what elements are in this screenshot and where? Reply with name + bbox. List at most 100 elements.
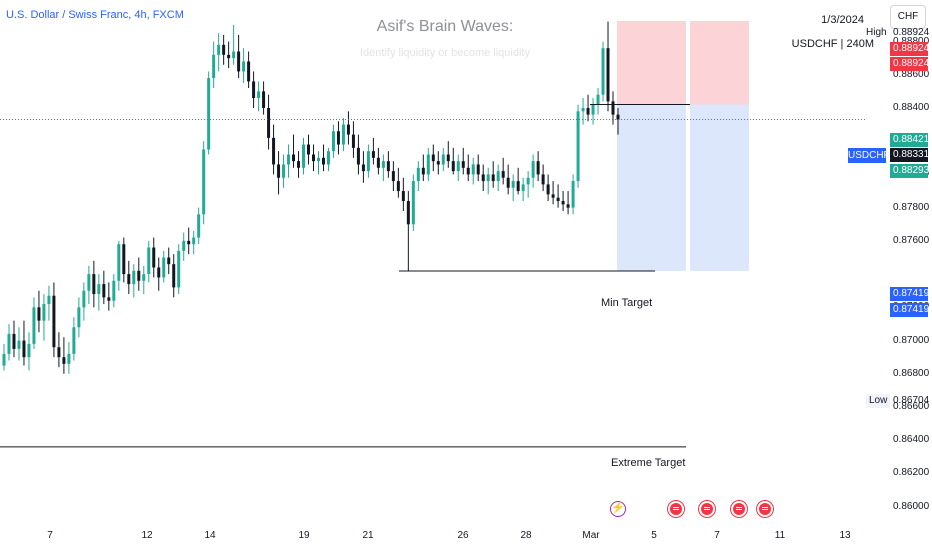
candle-body bbox=[42, 304, 46, 321]
price-tick-label: 0.86000 bbox=[893, 500, 930, 512]
candle-body bbox=[361, 164, 365, 172]
candle-body bbox=[117, 244, 121, 281]
candle-body bbox=[242, 61, 246, 72]
candle-body bbox=[157, 267, 161, 278]
candle-body bbox=[356, 147, 360, 165]
candle-body bbox=[321, 157, 325, 165]
candle-body bbox=[92, 274, 96, 295]
candle-body bbox=[331, 131, 335, 152]
candle-body bbox=[396, 181, 400, 192]
high-label: High bbox=[866, 27, 887, 38]
candle-body bbox=[411, 181, 415, 225]
candle-body bbox=[366, 151, 370, 172]
symbol-title: U.S. Dollar / Swiss Franc, 4h, FXCM bbox=[6, 9, 184, 21]
low-label: Low bbox=[866, 394, 891, 408]
price-tick-label: 0.88800 bbox=[893, 36, 929, 47]
candle-body bbox=[52, 295, 56, 348]
candle-body bbox=[436, 161, 440, 165]
candle-body bbox=[97, 284, 101, 295]
candle-body bbox=[406, 201, 410, 225]
candle-body bbox=[566, 204, 570, 208]
candle-body bbox=[297, 161, 301, 168]
watermark-title: Asif's Brain Waves: bbox=[376, 18, 514, 35]
extreme-target-label: Extreme Target bbox=[611, 457, 686, 469]
stop-price-tag-2: 0.88924 bbox=[890, 57, 929, 71]
candle-body bbox=[207, 78, 211, 150]
candle-body bbox=[601, 48, 605, 95]
high-value: 0.88924 bbox=[893, 27, 930, 38]
candle-body bbox=[2, 353, 6, 366]
us-flag-icon[interactable] bbox=[757, 501, 773, 517]
candle-body bbox=[516, 181, 520, 192]
candle-body bbox=[551, 194, 555, 198]
entry-price-tag: 0.88421 bbox=[890, 133, 929, 147]
target-zone bbox=[690, 104, 749, 271]
candle-body bbox=[162, 257, 166, 278]
candle-body bbox=[536, 161, 540, 175]
time-tick-label: 7 bbox=[714, 530, 720, 541]
price-tick-label: 0.86800 bbox=[893, 367, 930, 379]
candle-body bbox=[212, 54, 216, 79]
candle-body bbox=[187, 240, 191, 245]
candle-body bbox=[456, 161, 460, 172]
symbol-timeframe: USDCHF | 240M bbox=[791, 38, 874, 50]
candle-body bbox=[521, 184, 525, 192]
candle-body bbox=[376, 157, 380, 168]
candle-body bbox=[466, 167, 470, 175]
candle-body bbox=[531, 161, 535, 178]
us-flag-icon[interactable] bbox=[699, 501, 715, 517]
target-price-tag-2: 0.87419 bbox=[890, 303, 929, 317]
candle-body bbox=[237, 51, 241, 72]
candle-body bbox=[556, 197, 560, 202]
candle-body bbox=[22, 340, 26, 358]
watermark-subtitle: Identify liquidity or become liquidity bbox=[360, 47, 530, 59]
time-tick-label: 13 bbox=[839, 530, 851, 541]
candle-body bbox=[122, 244, 126, 275]
candle-body bbox=[287, 154, 291, 165]
price-tick-label: 0.86400 bbox=[893, 434, 930, 446]
stop-loss-zone bbox=[617, 20, 686, 105]
candle-body bbox=[217, 44, 221, 55]
candle-body bbox=[421, 167, 425, 175]
candle-body bbox=[611, 101, 615, 115]
candle-body bbox=[606, 48, 610, 102]
entry-price-tag-2: 0.88293 bbox=[890, 164, 929, 178]
candle-body bbox=[272, 137, 276, 165]
us-flag-icon[interactable] bbox=[668, 501, 684, 517]
candle-body bbox=[391, 171, 395, 182]
price-tick-label: 0.88400 bbox=[893, 101, 930, 113]
candle-body bbox=[401, 191, 405, 202]
time-tick-label: 12 bbox=[141, 530, 153, 541]
candle-body bbox=[292, 154, 296, 162]
candle-body bbox=[222, 44, 226, 55]
candle-body bbox=[496, 171, 500, 182]
candle-body bbox=[541, 174, 545, 185]
candle-body bbox=[177, 250, 181, 288]
candle-body bbox=[431, 154, 435, 162]
candle-body bbox=[581, 107, 585, 112]
last-price-tag: 0.88331 bbox=[890, 148, 929, 162]
candle-body bbox=[546, 184, 550, 195]
candle-body bbox=[192, 237, 196, 245]
candle-body bbox=[591, 104, 595, 115]
candle-body bbox=[381, 161, 385, 168]
candle-body bbox=[446, 154, 450, 162]
time-tick-label: 5 bbox=[651, 530, 657, 541]
candle-body bbox=[416, 167, 420, 182]
bolt-icon[interactable]: ⚡ bbox=[610, 501, 626, 517]
candle-body bbox=[576, 111, 580, 182]
us-flag-icon[interactable] bbox=[731, 501, 747, 517]
candle-body bbox=[336, 131, 340, 145]
candle-body bbox=[277, 164, 281, 178]
low-value: 0.86704 bbox=[893, 395, 930, 406]
time-tick-label: 14 bbox=[204, 530, 216, 541]
price-tick-label: 0.87600 bbox=[893, 234, 930, 246]
candle-body bbox=[227, 54, 231, 59]
candle-body bbox=[511, 181, 515, 188]
candle-body bbox=[586, 107, 590, 115]
price-tick-label: 0.87800 bbox=[893, 201, 930, 213]
candle-body bbox=[12, 333, 16, 349]
currency-button[interactable]: CHF bbox=[890, 5, 926, 29]
symbol-price-tag: USDCHF bbox=[848, 148, 890, 163]
